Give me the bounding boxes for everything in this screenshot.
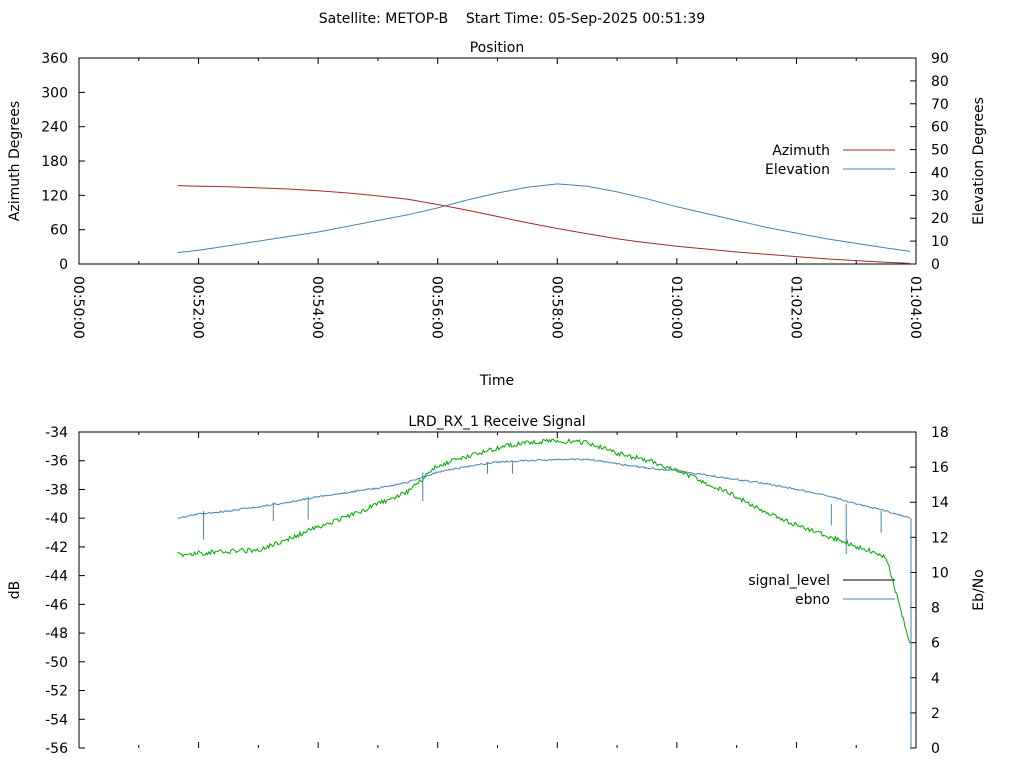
x-tick-label: 00:56:00 [429,276,445,339]
y-tick-label: -56 [45,741,68,757]
position-x-axis-label: Time [479,373,514,389]
y2-tick-label: 60 [931,120,949,136]
start-time-label: Start Time: 05-Sep-2025 00:51:39 [466,11,705,27]
position-series [177,183,911,264]
x-tick-label: 00:54:00 [309,276,325,339]
y2-tick-label: 30 [931,188,949,204]
receive-signal-chart: LRD_RX_1 Receive Signal -34-36-38-40-42-… [7,414,987,757]
y-tick-label: -38 [45,482,68,498]
y-tick-label: -54 [45,712,68,728]
receive-signal-axes: -34 -36 -38 -40 -42 -44 -46 -48 -50 -52 -54 -56 0 2 4 6… [45,425,949,757]
receive-signal-plot-frame [78,431,917,748]
y2-tick-label: 90 [931,51,949,67]
position-chart-title: Position [470,40,525,56]
y-tick-label: -36 [45,454,68,470]
legend-label: Elevation [765,162,830,178]
y-tick-label: -52 [45,684,68,700]
y-tick-label: 180 [41,154,68,170]
y-tick-label: 300 [41,85,68,101]
y-tick-label: -34 [45,425,68,441]
y2-tick-label: 16 [931,460,949,476]
x-tick-label: 00:52:00 [190,276,206,339]
x-tick-label: 00:50:00 [70,276,86,339]
y-tick-label: -40 [45,511,68,527]
y2-tick-label: 0 [931,257,940,273]
y2-tick-label: 18 [931,425,949,441]
y2-tick-label: 10 [931,565,949,581]
y2-tick-label: 4 [931,671,940,687]
series-line-elevation [177,183,911,254]
x-tick-label: 01:04:00 [907,276,923,339]
y2-tick-label: 20 [931,211,949,227]
receive-signal-chart-title: LRD_RX_1 Receive Signal [408,414,585,430]
y2-tick-label: 50 [931,143,949,159]
y2-tick-label: 14 [931,495,949,511]
series-line-ebno [177,458,911,519]
legend-label: ebno [795,592,830,608]
x-tick-label: 01:00:00 [668,276,684,339]
y-tick-label: -44 [45,569,68,585]
series-line-azimuth [177,185,911,264]
y-tick-label: 120 [41,188,68,204]
y-tick-label: 240 [41,120,68,136]
position-chart: Position 00:50:00 00:52:00 00:54:00 00:56:0… [7,40,987,389]
position-y-axis-label: Azimuth Degrees [7,101,23,221]
satellite-label: Satellite: METOP-B [319,11,448,27]
page-header: Satellite: METOP-B Start Time: 05-Sep-202… [319,11,705,27]
receive-signal-series [177,437,912,748]
y-tick-label: 60 [50,223,68,239]
y-tick-label: -42 [45,540,68,556]
y-tick-label: 0 [59,257,68,273]
y2-tick-label: 0 [931,741,940,757]
y2-tick-label: 8 [931,601,940,617]
receive-signal-y2-axis-label: Eb/No [971,569,987,611]
x-tick-label: 01:02:00 [787,276,803,339]
y2-tick-label: 10 [931,234,949,250]
y-tick-label: -46 [45,597,68,613]
legend-label: Azimuth [772,143,830,159]
y2-tick-label: 6 [931,636,940,652]
legend-label: signal_level [748,573,830,589]
y2-tick-label: 70 [931,97,949,113]
x-tick-label: 00:58:00 [548,276,564,339]
position-legend: Azimuth Elevation [765,143,895,178]
series-line-signal-level [177,437,911,643]
y2-tick-label: 2 [931,706,940,722]
y2-tick-label: 12 [931,530,949,546]
position-plot-frame [78,57,917,265]
y-tick-label: -50 [45,655,68,671]
receive-signal-y-axis-label: dB [7,581,23,600]
y-tick-label: 360 [41,51,68,67]
position-axes: 00:50:00 00:52:00 00:54:00 00:56:00 00:58:00… [41,51,949,339]
y2-tick-label: 80 [931,74,949,90]
position-y2-axis-label: Elevation Degrees [971,97,987,225]
y-tick-label: -48 [45,626,68,642]
y2-tick-label: 40 [931,165,949,181]
